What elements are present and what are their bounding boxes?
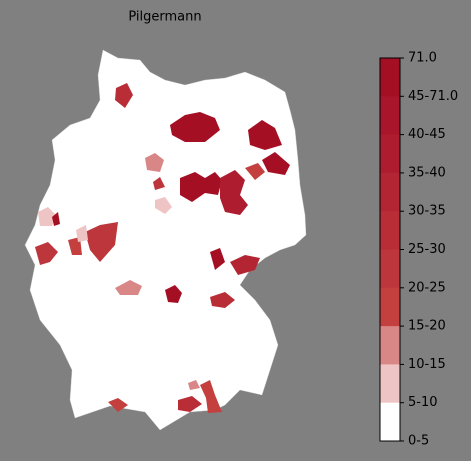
region — [38, 207, 56, 226]
country-outline — [24, 49, 307, 431]
region — [200, 380, 222, 413]
colorbar-label: 20-25 — [408, 280, 446, 295]
colorbar-segment — [380, 58, 400, 97]
region-high — [262, 152, 290, 175]
colorbar-label: 25-30 — [408, 242, 446, 257]
colorbar-segment — [380, 364, 400, 404]
region — [165, 285, 182, 303]
colorbar-segment — [380, 172, 400, 212]
colorbar-segment — [380, 211, 400, 250]
region — [220, 170, 248, 215]
colorbar-segment — [380, 96, 400, 136]
colorbar-segment — [380, 402, 400, 442]
region — [85, 222, 118, 262]
colorbar-segment — [380, 134, 400, 174]
colorbar-label: 45-71.0 — [408, 89, 458, 104]
colorbar-segment — [380, 326, 400, 365]
region — [115, 280, 142, 295]
region — [188, 380, 200, 390]
map-title: Pilgermann — [128, 10, 201, 25]
colorbar-segment — [380, 287, 400, 327]
colorbar-label: 40-45 — [408, 127, 446, 142]
colorbar-segment — [380, 249, 400, 289]
region — [108, 398, 128, 412]
colorbar: 71.0 45-71.0 40-45 35-40 30-35 25-30 20-25 15-2… — [379, 51, 458, 449]
region — [52, 212, 60, 226]
colorbar-label: 15-20 — [408, 319, 446, 334]
colorbar-label: 30-35 — [408, 204, 446, 219]
region-high — [170, 112, 220, 142]
region-high — [180, 172, 222, 202]
region — [210, 248, 225, 270]
region-high — [248, 120, 282, 150]
region — [178, 396, 202, 412]
region — [153, 177, 165, 190]
colorbar-label: 71.0 — [408, 51, 437, 66]
region — [115, 83, 133, 108]
region — [76, 225, 88, 242]
region — [230, 255, 260, 275]
colorbar-label: 5-10 — [408, 395, 438, 410]
germany-map — [24, 49, 307, 431]
region — [245, 163, 265, 180]
region — [145, 153, 164, 172]
region — [210, 292, 235, 308]
colorbar-label: 35-40 — [408, 165, 446, 180]
colorbar-label: 0-5 — [408, 434, 429, 449]
region — [155, 197, 172, 214]
colorbar-label: 10-15 — [408, 357, 446, 372]
region — [35, 242, 58, 265]
